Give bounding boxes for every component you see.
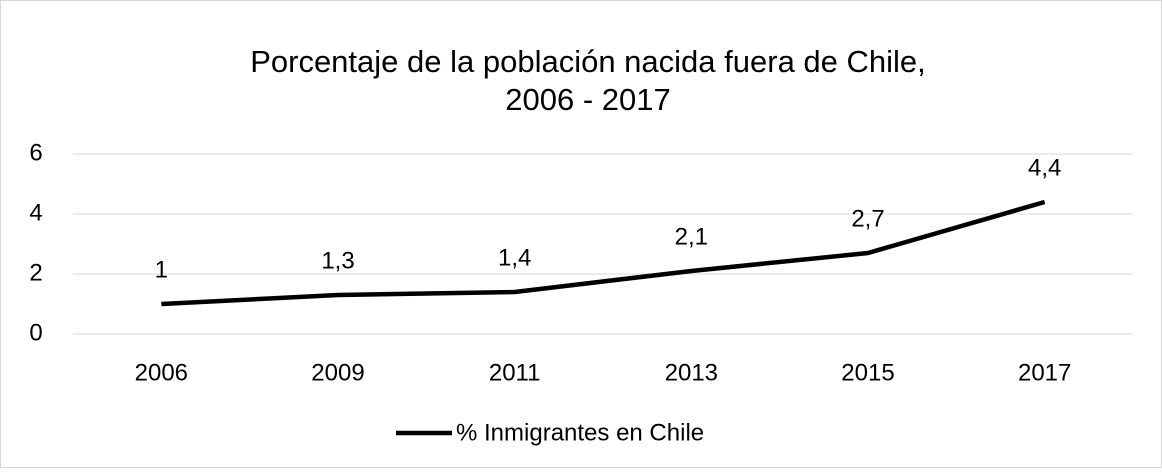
x-tick-label: 2017 — [1018, 359, 1071, 386]
data-label: 2,7 — [851, 205, 884, 232]
y-tick-label: 4 — [29, 199, 42, 226]
x-tick-label: 2009 — [311, 359, 364, 386]
y-tick-label: 0 — [29, 319, 42, 346]
data-label: 1 — [155, 256, 168, 283]
chart-title: Porcentaje de la población nacida fuera … — [250, 44, 926, 79]
x-tick-label: 2011 — [489, 359, 541, 386]
data-line — [161, 199, 1046, 307]
x-tick-label: 2006 — [135, 359, 188, 386]
data-label: 1,3 — [321, 247, 354, 274]
data-label: 2,1 — [675, 223, 708, 250]
data-label: 1,4 — [498, 244, 531, 271]
legend-label: % Inmigrantes en Chile — [456, 419, 704, 446]
chart-title: 2006 - 2017 — [505, 82, 670, 117]
x-tick-label: 2013 — [665, 359, 718, 386]
x-tick-label: 2015 — [841, 359, 894, 386]
data-label: 4,4 — [1028, 154, 1061, 181]
y-tick-label: 6 — [29, 139, 42, 166]
y-tick-label: 2 — [29, 259, 42, 286]
